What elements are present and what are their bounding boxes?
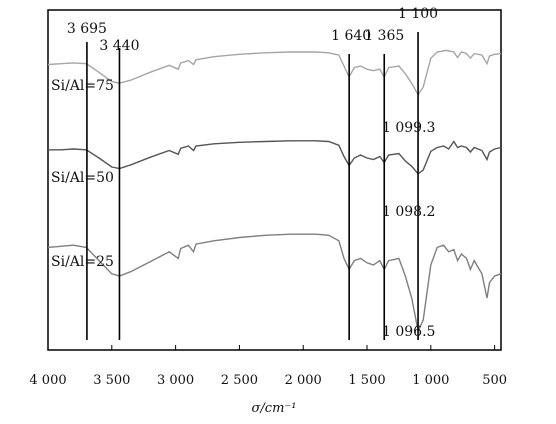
x-tick-label-4: 2 000 <box>285 373 322 388</box>
x-tick-label-0: 4 000 <box>29 373 66 388</box>
x-tick-layer: 4 000 3 500 3 000 2 500 2 000 1 500 1 000 500 <box>29 345 507 388</box>
reference-label-0: 3 695 <box>67 21 107 37</box>
series-layer <box>47 49 502 334</box>
peak-annotation-2: 1 096.5 <box>382 324 435 340</box>
plot-frame <box>47 9 502 351</box>
x-tick-label-6: 1 000 <box>412 373 449 388</box>
series-label-2: Si/Al=25 <box>51 254 114 270</box>
x-tick-label-7: 500 <box>482 373 507 388</box>
reference-label-4: 1 100 <box>398 6 438 22</box>
reference-label-2: 1 640 <box>331 28 371 44</box>
reference-label-3: 1 365 <box>364 28 404 44</box>
x-tick-label-5: 1 500 <box>348 373 385 388</box>
reference-label-1: 3 440 <box>99 38 139 54</box>
series-line-1 <box>48 140 502 175</box>
reference-lines-layer <box>86 32 419 340</box>
series-line-0 <box>47 49 502 97</box>
peak-annotation-1: 1 098.2 <box>382 204 435 220</box>
x-tick-label-2: 3 000 <box>157 373 194 388</box>
series-label-1: Si/Al=50 <box>51 170 114 186</box>
x-axis-label: σ/cm⁻¹ <box>252 401 297 416</box>
x-tick-label-3: 2 500 <box>221 373 258 388</box>
series-line-2 <box>47 233 502 334</box>
peak-annotation-0: 1 099.3 <box>382 120 435 136</box>
x-tick-label-1: 3 500 <box>93 373 130 388</box>
series-label-0: Si/Al=75 <box>51 78 114 94</box>
